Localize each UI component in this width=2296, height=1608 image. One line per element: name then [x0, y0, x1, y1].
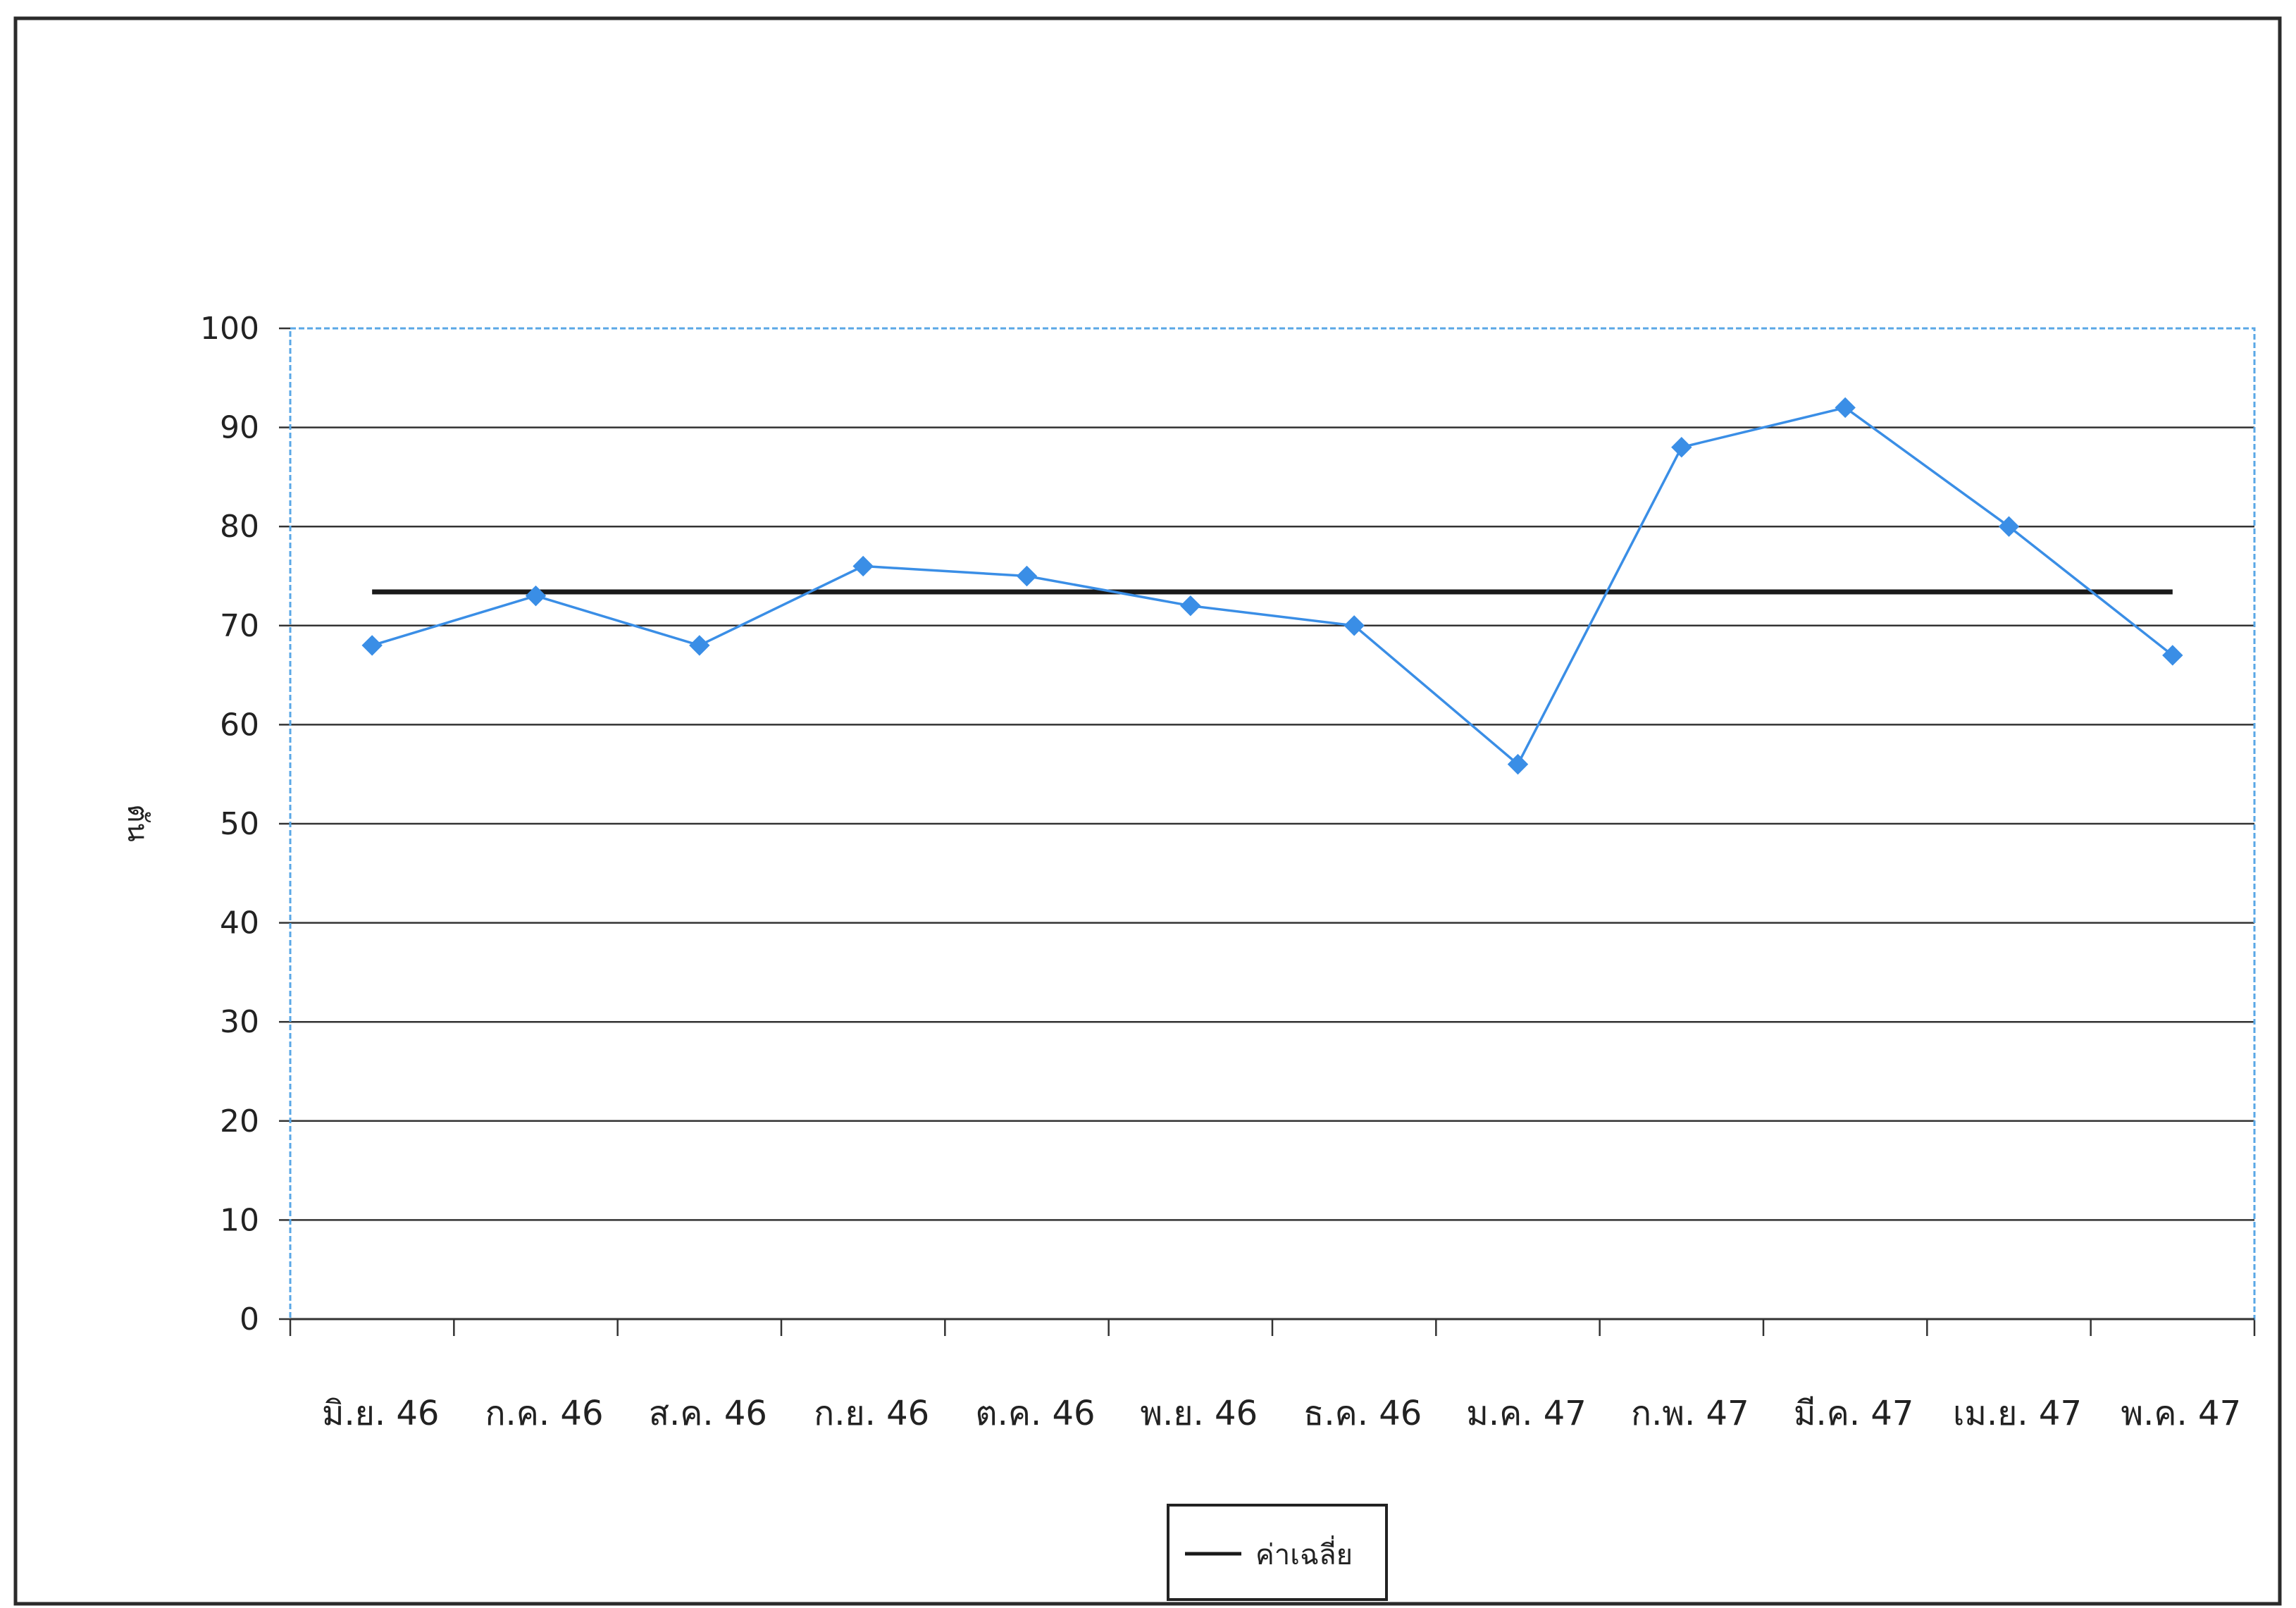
y-tick-label: 90 [220, 410, 259, 446]
x-tick-label: ธ.ค. 46 [1303, 1394, 1422, 1433]
x-tick-label: มี.ค. 47 [1794, 1394, 1914, 1433]
data-point-marker [1507, 753, 1529, 775]
data-point-marker [2162, 645, 2183, 666]
x-tick-label: ต.ค. 46 [975, 1394, 1095, 1433]
y-axis-title: ตัน [121, 804, 154, 841]
y-tick-label: 30 [220, 1004, 259, 1040]
data-point-marker [852, 555, 874, 577]
grid-layer [279, 327, 2256, 1336]
y-tick-label: 20 [220, 1103, 259, 1139]
y-tick-label: 10 [220, 1202, 259, 1238]
x-tick-label: เม.ย. 47 [1953, 1394, 2082, 1433]
legend: ค่าเฉลี่ย [1167, 1504, 1388, 1601]
data-point-marker [1998, 516, 2020, 537]
series-layer [361, 397, 2183, 775]
legend-label-average: ค่าเฉลี่ย [1255, 1535, 1353, 1571]
x-tick-label: พ.ค. 47 [2121, 1394, 2242, 1433]
x-tick-label: ก.พ. 47 [1631, 1394, 1749, 1433]
data-point-marker [1344, 615, 1365, 636]
y-tick-labels: 0 10 20 30 40 50 60 70 80 90 100 [200, 311, 259, 1337]
series-line-monthly [371, 406, 2173, 767]
y-tick-label: 100 [200, 311, 259, 347]
x-tick-label: ส.ค. 46 [649, 1394, 767, 1433]
data-point-marker [1671, 437, 1692, 458]
data-point-marker [689, 635, 710, 656]
y-tick-label: 60 [220, 707, 259, 743]
outer-border [13, 16, 2282, 1606]
x-tick-labels: มิ.ย. 46 ก.ค. 46 ส.ค. 46 ก.ย. 46 ต.ค. 46 พ.ย.… [322, 1394, 2241, 1433]
y-tick-label: 0 [240, 1301, 259, 1337]
x-tick-label: มิ.ย. 46 [322, 1394, 440, 1433]
y-tick-label: 40 [220, 905, 259, 941]
data-point-marker [1835, 397, 1856, 419]
y-tick-label: 50 [220, 806, 259, 842]
data-point-marker [525, 585, 547, 607]
x-tick-label: พ.ย. 46 [1141, 1394, 1258, 1433]
y-tick-label: 80 [220, 509, 259, 545]
data-point-marker [1016, 565, 1038, 587]
x-tick-label: ก.ย. 46 [814, 1394, 929, 1433]
data-point-marker [1180, 595, 1201, 617]
x-tick-label: ก.ค. 46 [485, 1394, 603, 1433]
x-tick-label: ม.ค. 47 [1466, 1394, 1587, 1433]
y-tick-label: 70 [220, 608, 259, 644]
data-point-marker [361, 635, 383, 656]
